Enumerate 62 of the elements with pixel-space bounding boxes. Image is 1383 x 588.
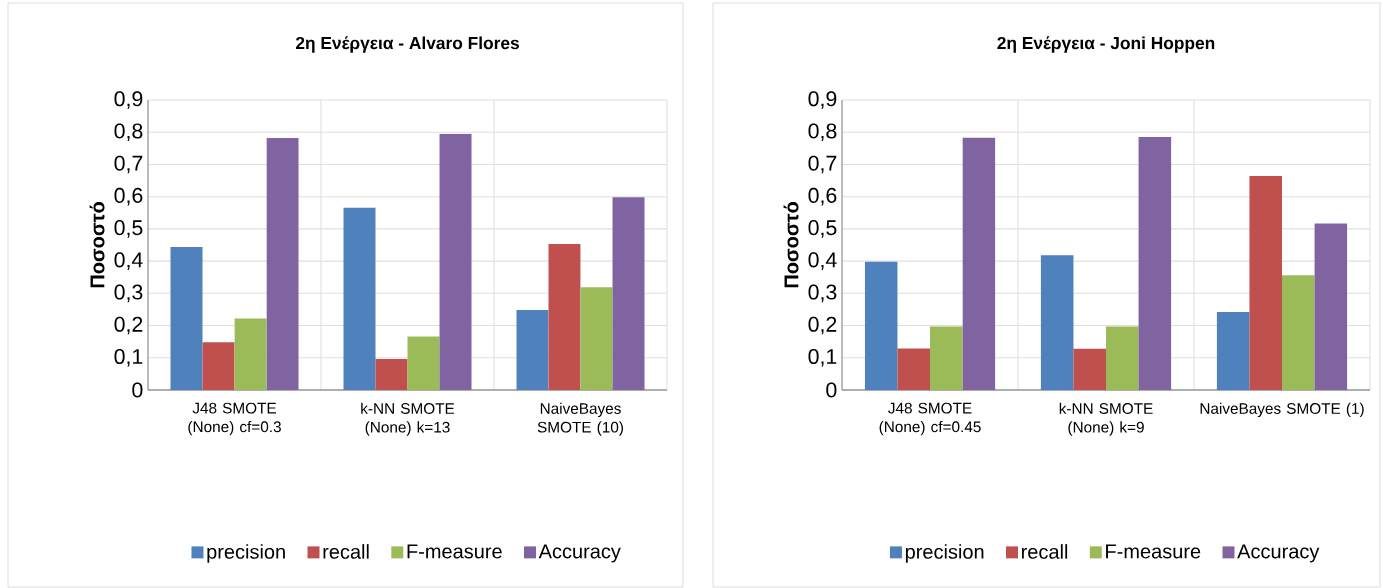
legend-label: precision [905,544,984,563]
legend-label: F-measure [1106,544,1201,559]
legend-label: F-measure [407,544,502,559]
y-tick-label: 0,8 [114,123,143,142]
y-tick-label: 0,3 [114,284,143,303]
y-axis-title: Ποσοστό [89,202,105,288]
y-axis-title: Ποσοστό [783,202,799,288]
bar [1138,137,1172,390]
y-tick-label: 0,5 [114,220,143,238]
legend-label: Accuracy [538,544,621,563]
y-tick-label: 0,9 [808,91,837,109]
y-tick-label: 0 [826,382,837,398]
y-tick-label: 0,8 [808,123,837,142]
bar [343,207,376,390]
x-tick-label: NaiveBayes SMOTE (1) [1200,402,1364,417]
x-tick-label: NaiveBayes SMOTE (10) [537,402,624,436]
x-tick-label: J48 SMOTE (None) cf=0.3 [188,402,281,436]
chart-title: 2η Ενέργεια - Alvaro Flores [295,36,519,53]
bar [439,133,472,390]
y-tick-label: 0,6 [808,187,837,206]
y-tick-label: 0,5 [808,220,837,238]
bar [1314,223,1348,390]
legend-label: precision [207,544,285,563]
y-tick-label: 0 [132,382,143,398]
bar [170,246,203,390]
bar [864,261,898,390]
legend-label: recall [1021,544,1068,559]
bar [548,244,581,390]
legend-label: recall [323,544,369,559]
x-tick-label: J48 SMOTE (None) cf=0.45 [879,402,981,436]
x-tick-label: k-NN SMOTE (None) k=13 [361,402,455,436]
y-tick-label: 0,2 [114,316,143,335]
bar [1249,176,1282,390]
bar [897,348,931,390]
y-tick-label: 0,7 [114,155,143,174]
bar [962,137,996,390]
bar [407,336,440,390]
x-tick-label: k-NN SMOTE (None) k=9 [1059,402,1153,436]
bar [1073,348,1107,390]
y-tick-label: 0,1 [114,348,143,367]
bar [580,287,613,390]
y-tick-label: 0,3 [808,284,837,303]
y-tick-label: 0,2 [808,316,837,335]
bar [202,342,235,390]
bar [1282,275,1315,390]
chart-title: 2η Ενέργεια - Joni Hoppen [997,36,1215,53]
bar [1216,312,1250,390]
y-tick-label: 0,7 [808,155,837,174]
bar [612,197,645,390]
bar [266,138,299,390]
bar [516,310,549,390]
bar [234,318,267,390]
bar [1040,255,1074,390]
y-tick-label: 0,4 [114,252,143,270]
y-tick-label: 0,4 [808,252,837,270]
legend-label: Accuracy [1237,544,1320,563]
y-tick-label: 0,9 [114,91,143,109]
y-tick-label: 0,6 [114,187,143,206]
bar [930,326,963,390]
bar [1106,326,1139,390]
y-tick-label: 0,1 [808,348,837,367]
bar [375,359,408,390]
